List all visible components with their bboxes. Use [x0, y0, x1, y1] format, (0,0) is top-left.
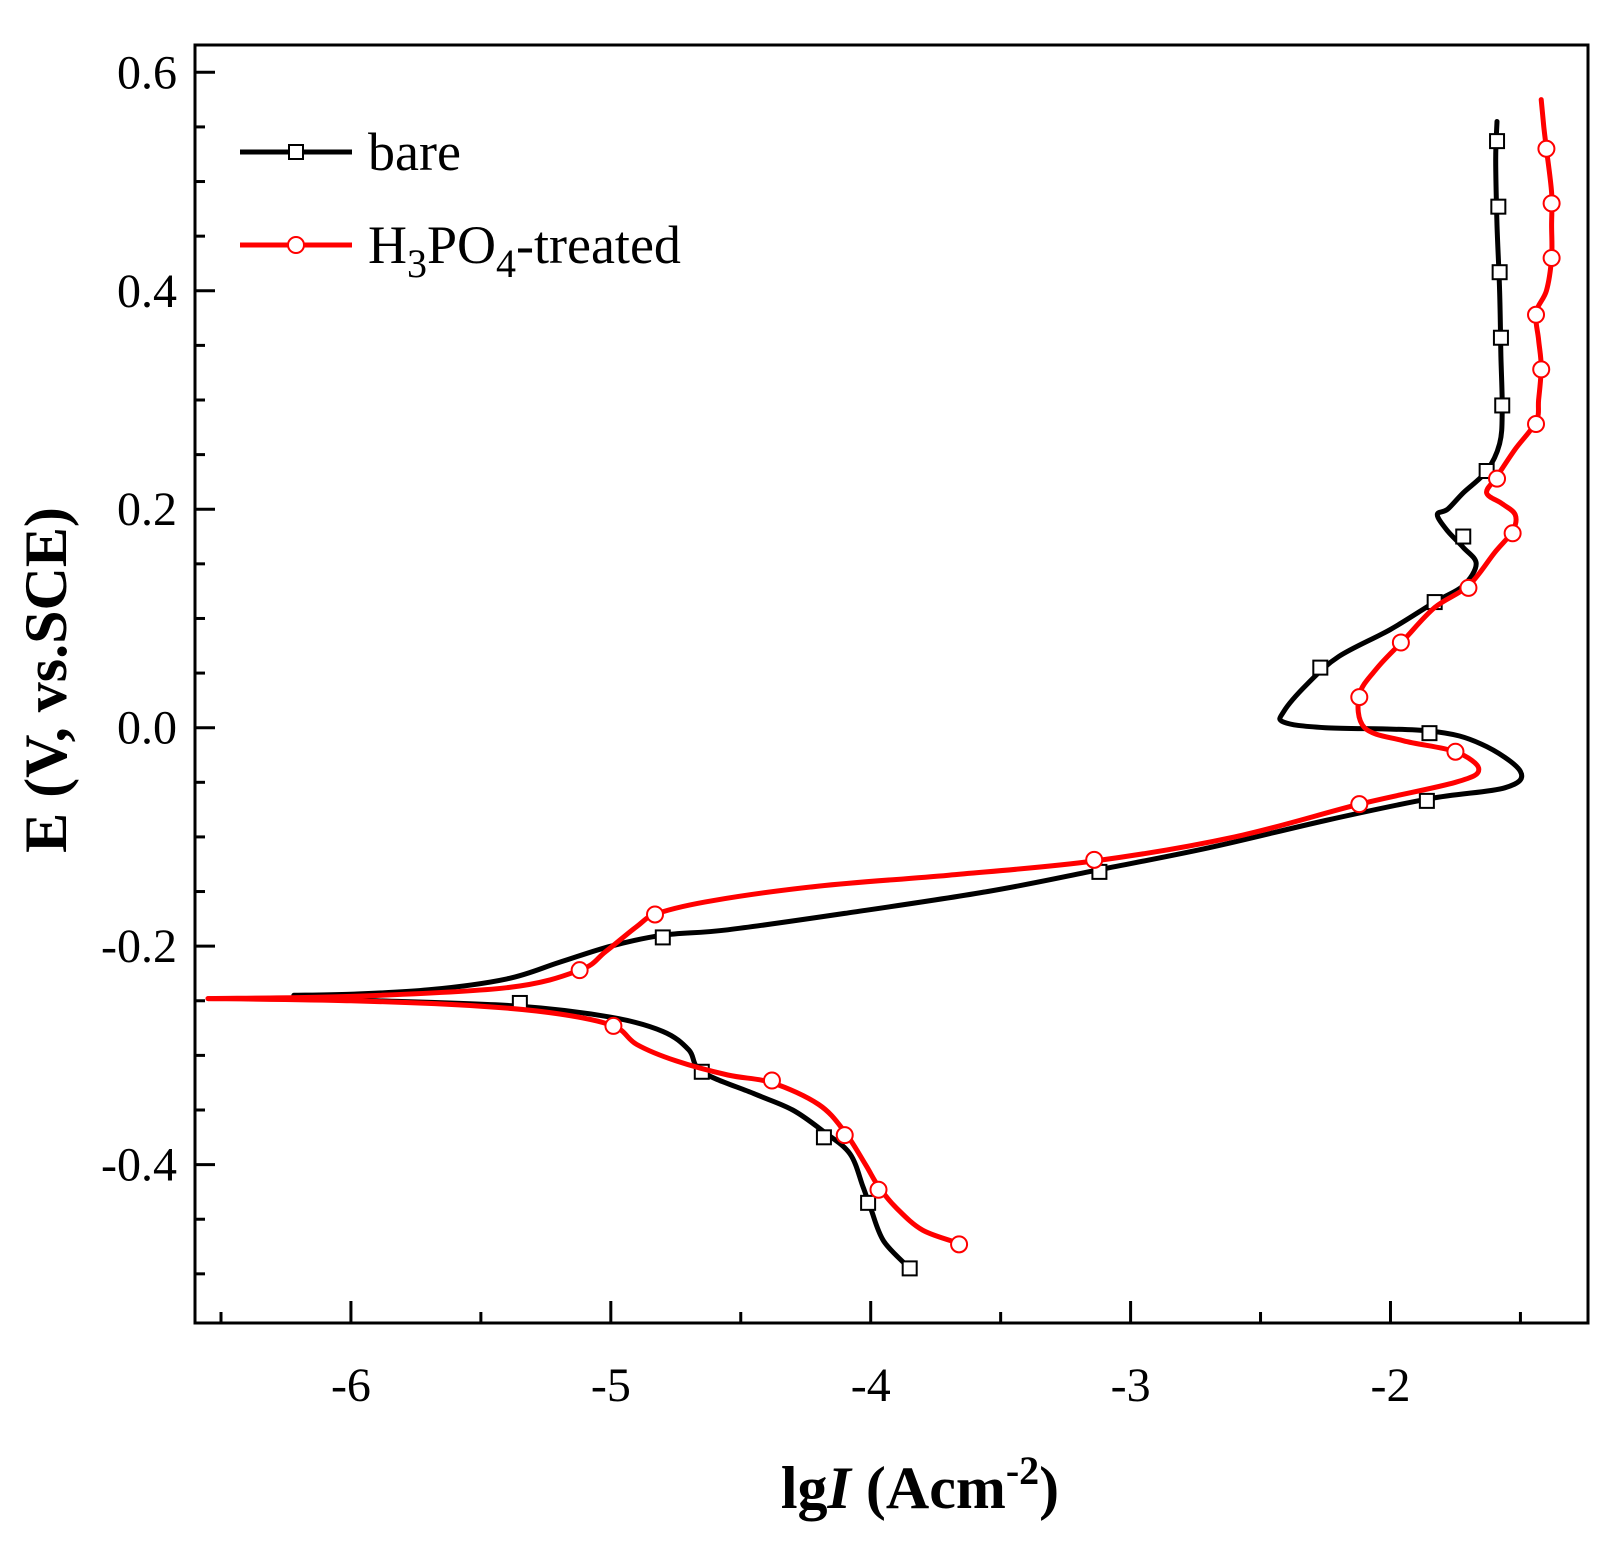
data-point-square — [1490, 198, 1507, 215]
legend-label-treated: H3PO4-treated — [368, 215, 681, 286]
data-point-circle — [1446, 742, 1465, 761]
legend-label-treated-sub4: 4 — [496, 241, 516, 286]
x-axis-title-prefix: lg — [781, 1455, 828, 1521]
tick-labels: -6 -5 -4 -3 -2 -0.4 -0.2 0.0 0.2 0.4 0.6 — [101, 46, 1410, 1412]
y-tick-label: 0.2 — [117, 483, 177, 536]
legend-entry-bare: bare — [240, 122, 461, 182]
x-axis-title: lgI (Acm-2) — [781, 1448, 1059, 1521]
data-point-circle — [1488, 469, 1507, 488]
data-point-square — [1421, 725, 1438, 742]
data-point-circle — [1350, 795, 1369, 814]
data-point-circle — [1527, 415, 1546, 434]
y-axis-title: E (V, vs.SCE) — [13, 507, 79, 853]
y-tick-label: 0.6 — [117, 46, 177, 99]
data-point-square — [901, 1260, 918, 1277]
data-point-square — [1455, 528, 1472, 545]
x-tick-label: -3 — [1111, 1359, 1151, 1412]
data-point-circle — [950, 1235, 969, 1254]
plot-frame — [193, 43, 1590, 1325]
data-point-circle — [1537, 139, 1556, 158]
legend-label-bare: bare — [368, 122, 461, 182]
legend-marker-circle — [287, 236, 305, 254]
legend-label-treated-sub3: 3 — [407, 241, 427, 286]
legend-label-treated-po: PO — [427, 215, 496, 275]
data-point-circle — [604, 1016, 623, 1035]
data-point-square — [1489, 133, 1506, 150]
data-point-circle — [1527, 305, 1546, 324]
legend-label-treated-h: H — [368, 215, 407, 275]
data-point-circle — [869, 1180, 888, 1199]
legend-label-treated-suffix: -treated — [516, 215, 681, 275]
data-point-circle — [835, 1126, 854, 1145]
data-point-square — [1491, 264, 1508, 281]
legend: bare H3PO4-treated — [240, 122, 681, 286]
tick-marks — [195, 70, 1522, 1323]
y-tick-label: -0.2 — [101, 920, 177, 973]
x-axis-title-unit: (Acm — [851, 1455, 1006, 1521]
legend-entry-treated: H3PO4-treated — [240, 215, 681, 286]
x-tick-label: -5 — [591, 1359, 631, 1412]
data-point-circle — [1532, 360, 1551, 379]
x-axis-title-italic: I — [827, 1455, 854, 1521]
y-tick-label: 0.4 — [117, 265, 177, 318]
data-point-circle — [1459, 578, 1478, 597]
data-point-square — [1492, 329, 1509, 346]
data-point-circle — [570, 961, 589, 980]
x-tick-label: -6 — [331, 1359, 371, 1412]
data-point-circle — [1350, 688, 1369, 707]
data-point-circle — [1391, 633, 1410, 652]
data-point-circle — [646, 905, 665, 924]
data-point-square — [815, 1129, 832, 1146]
series-layer — [205, 97, 1561, 1277]
data-point-circle — [1085, 850, 1104, 869]
data-point-square — [654, 929, 671, 946]
data-point-square — [860, 1194, 877, 1211]
data-point-circle — [762, 1071, 781, 1090]
x-tick-label: -2 — [1370, 1359, 1410, 1412]
x-axis-title-close: ) — [1039, 1455, 1059, 1521]
x-tick-label: -4 — [851, 1359, 891, 1412]
y-tick-label: 0.0 — [117, 702, 177, 755]
x-axis-title-sup: -2 — [1006, 1448, 1039, 1493]
data-point-circle — [1542, 249, 1561, 267]
legend-marker-square — [288, 144, 304, 160]
data-point-circle — [1542, 194, 1561, 213]
data-point-circle — [1503, 524, 1522, 543]
data-point-square — [1418, 792, 1435, 809]
y-tick-label: -0.4 — [101, 1139, 177, 1192]
data-point-square — [1312, 659, 1329, 676]
series-bare — [291, 119, 1525, 1277]
data-point-square — [1494, 397, 1511, 414]
series-H3PO4-treated — [205, 97, 1561, 1254]
